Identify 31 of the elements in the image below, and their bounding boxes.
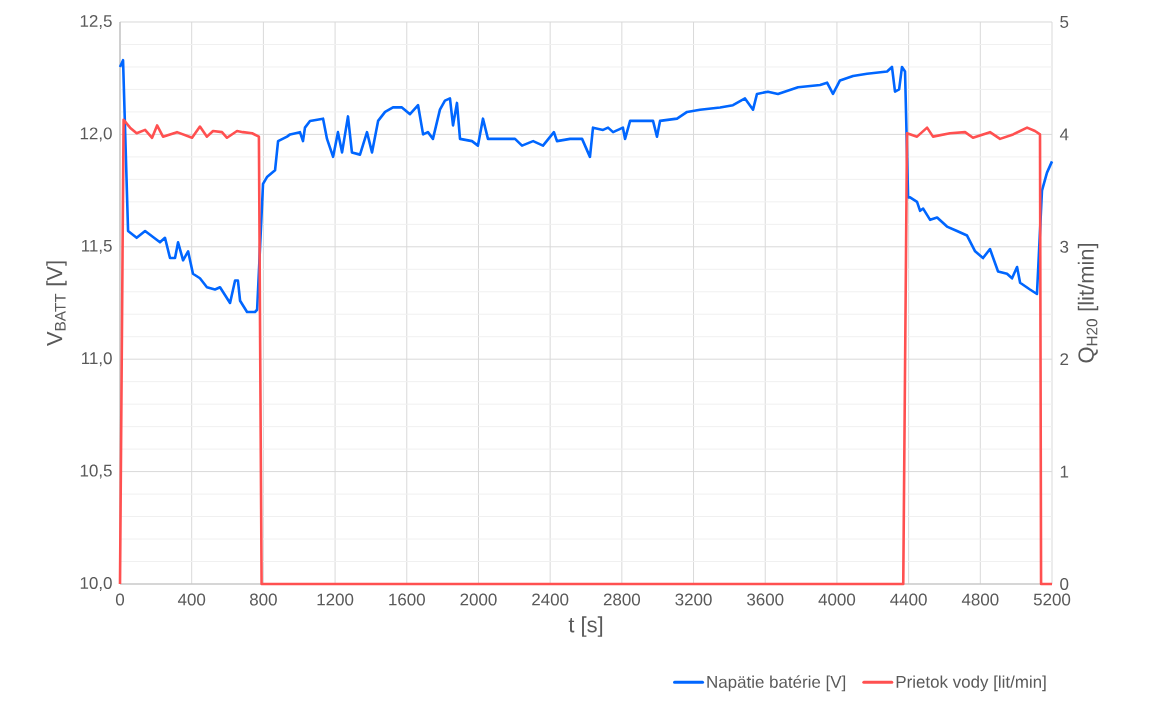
legend-label: Prietok vody [lit/min] [896, 675, 1046, 692]
x-tick-label: 800 [249, 593, 277, 606]
x-tick-label: 2000 [460, 593, 497, 606]
x-tick-label: 3200 [675, 593, 712, 606]
y2-tick-label: 5 [1060, 16, 1069, 28]
x-tick-label: 3600 [747, 593, 784, 606]
legend-label: Napätie batérie [V] [707, 675, 846, 692]
y-tick-label: 12,0 [80, 127, 112, 142]
x-tick-label: 4400 [890, 593, 927, 606]
y-tick-label: 10,0 [80, 577, 112, 591]
x-tick-label: 4000 [818, 593, 856, 606]
x-tick-label: 4800 [961, 593, 999, 606]
x-tick-label: 5200 [1033, 593, 1071, 606]
x-tick-label: 2400 [532, 593, 569, 606]
x-tick-label: 1200 [317, 593, 354, 606]
y2-axis-title: Q$_{H20}$ [lit/min] [1077, 243, 1099, 363]
y-tick-label: 12,5 [80, 14, 112, 29]
y2-tick-label: 0 [1060, 578, 1069, 590]
y2-tick-label: 3 [1060, 240, 1069, 253]
x-axis-title: t [s] [568, 616, 603, 637]
x-tick-label: 0 [115, 593, 125, 606]
y-tick-label: 10,5 [80, 464, 112, 479]
y-tick-label: 11,5 [82, 239, 112, 254]
x-tick-label: 400 [177, 593, 206, 606]
x-tick-label: 2800 [603, 593, 641, 606]
y2-tick-label: 2 [1060, 353, 1069, 366]
y-tick-label: 11,0 [82, 352, 112, 367]
y2-tick-label: 4 [1059, 128, 1069, 141]
y-axis-title: V$_{BATT}$ [V] [46, 261, 67, 346]
x-tick-label: 1600 [389, 593, 425, 606]
y2-tick-label: 1 [1060, 465, 1069, 478]
